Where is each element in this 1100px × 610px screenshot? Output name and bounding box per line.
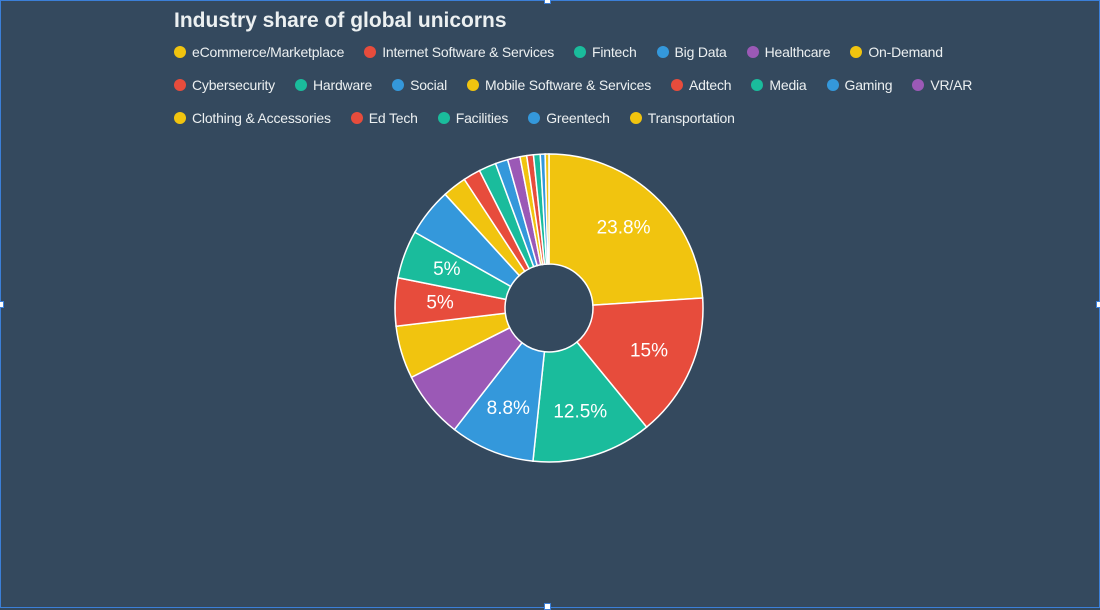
chart-legend: eCommerce/Marketplace Internet Software &… <box>174 43 994 126</box>
legend-label: Cybersecurity <box>192 76 275 93</box>
legend-item[interactable]: Clothing & Accessories <box>174 109 331 126</box>
legend-item[interactable]: eCommerce/Marketplace <box>174 43 344 60</box>
legend-label: Social <box>410 76 448 93</box>
legend-swatch <box>826 78 839 91</box>
donut-slices <box>394 153 704 463</box>
legend-label: Ed Tech <box>368 109 418 126</box>
donut-slice[interactable] <box>548 153 704 306</box>
legend-swatch <box>364 45 377 58</box>
legend-label: eCommerce/Marketplace <box>192 43 345 60</box>
legend-item[interactable]: Mobile Software & Services <box>467 76 651 93</box>
legend-label: Gaming <box>844 76 893 93</box>
legend-label: Transportation <box>647 109 735 126</box>
donut-labels: 23.8% 15% 12.5% 8.8% 5% 5% <box>426 217 668 422</box>
slice-data-label: 5% <box>433 259 461 280</box>
legend-label: Big Data <box>674 43 727 60</box>
legend-item[interactable]: Fintech <box>574 43 637 60</box>
legend-item[interactable]: Adtech <box>671 76 732 93</box>
legend-item[interactable]: Greentech <box>528 109 610 126</box>
resize-handle-right[interactable] <box>1096 301 1100 308</box>
legend-label: Hardware <box>312 76 373 93</box>
legend-item[interactable]: Media <box>751 76 807 93</box>
legend-swatch <box>574 45 587 58</box>
chart-title: Industry share of global unicorns <box>174 9 507 32</box>
legend-item[interactable]: On-Demand <box>850 43 943 60</box>
legend-swatch <box>656 45 669 58</box>
resize-handle-left[interactable] <box>0 301 4 308</box>
slice-data-label: 12.5% <box>553 401 607 422</box>
legend-item[interactable]: Transportation <box>629 109 735 126</box>
slice-data-label: 15% <box>630 340 668 361</box>
legend-item[interactable]: Big Data <box>656 43 727 60</box>
legend-label: Facilities <box>455 109 509 126</box>
legend-label: On-Demand <box>868 43 943 60</box>
donut-slice[interactable] <box>544 153 550 265</box>
legend-item[interactable]: Hardware <box>294 76 373 93</box>
legend-swatch <box>174 45 186 58</box>
donut-slice[interactable] <box>532 340 648 463</box>
legend-label: Internet Software & Services <box>382 43 555 60</box>
legend-swatch <box>392 78 405 91</box>
legend-item[interactable]: VR/AR <box>912 76 972 93</box>
legend-swatch <box>746 45 759 58</box>
legend-item[interactable]: Internet Software & Services <box>364 43 554 60</box>
legend-label: Media <box>769 76 807 93</box>
legend-swatch <box>671 78 683 91</box>
legend-item[interactable]: Cybersecurity <box>174 76 275 93</box>
legend-item[interactable]: Ed Tech <box>350 109 418 126</box>
legend-label: VR/AR <box>930 76 973 93</box>
legend-swatch <box>467 78 480 91</box>
donut-slice[interactable] <box>575 297 704 429</box>
slice-data-label: 5% <box>426 293 454 314</box>
slice-data-label: 23.8% <box>597 217 651 238</box>
legend-label: Fintech <box>592 43 637 60</box>
resize-handle-top[interactable] <box>544 0 551 4</box>
legend-label: Adtech <box>689 76 732 93</box>
legend-item[interactable]: Social <box>392 76 447 93</box>
legend-item[interactable]: Healthcare <box>746 43 831 60</box>
legend-swatch <box>751 78 764 91</box>
slice-data-label: 8.8% <box>487 398 530 419</box>
legend-swatch <box>629 111 642 124</box>
legend-item[interactable]: Facilities <box>437 109 509 126</box>
legend-swatch <box>850 45 863 58</box>
legend-swatch <box>437 111 450 124</box>
legend-swatch <box>174 78 186 91</box>
legend-label: Greentech <box>546 109 610 126</box>
legend-swatch <box>528 111 541 124</box>
legend-swatch <box>912 78 925 91</box>
legend-label: Mobile Software & Services <box>485 76 651 93</box>
legend-label: Clothing & Accessories <box>192 109 331 126</box>
legend-swatch <box>174 111 186 124</box>
legend-swatch <box>350 111 363 124</box>
legend-item[interactable]: Gaming <box>826 76 893 93</box>
legend-label: Healthcare <box>764 43 831 60</box>
legend-swatch <box>294 78 307 91</box>
